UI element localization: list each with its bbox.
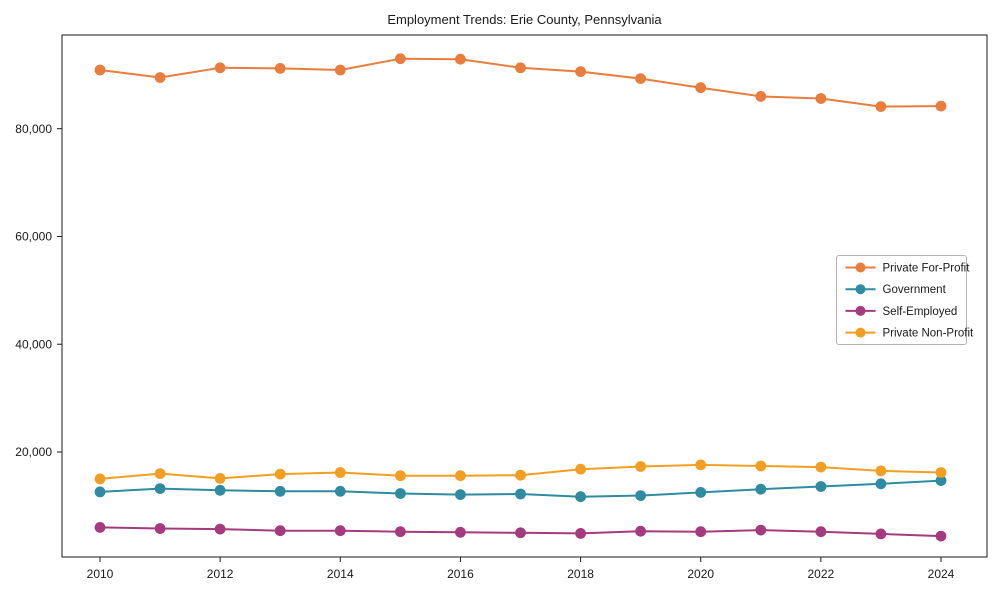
data-point-private-non-profit: [515, 469, 526, 481]
plot-frame: [61, 34, 988, 558]
data-point-private-non-profit: [695, 459, 707, 471]
data-point-private-for-profit: [575, 66, 586, 77]
data-point-self-employed: [815, 526, 827, 538]
series-government: [94, 475, 947, 503]
legend-box: [836, 255, 967, 345]
data-point-private-for-profit: [455, 53, 466, 65]
x-tick-label: 2012: [207, 567, 234, 581]
data-point-private-for-profit: [875, 101, 887, 112]
data-point-private-for-profit: [515, 62, 526, 74]
y-axis: 20,000 40,000 60,000 80,000: [15, 122, 62, 459]
y-tick-label: 20,000: [15, 445, 52, 459]
data-point-government: [935, 475, 947, 486]
data-point-self-employed: [455, 526, 466, 538]
legend-label: Self-Employed: [883, 306, 958, 318]
legend-label: Government: [883, 284, 947, 296]
x-tick-label: 2014: [327, 567, 354, 581]
data-point-self-employed: [635, 525, 646, 537]
data-point-private-non-profit: [755, 460, 767, 472]
data-point-private-for-profit: [154, 72, 166, 83]
data-point-private-non-profit: [635, 461, 646, 472]
data-point-self-employed: [875, 528, 887, 540]
data-point-private-non-profit: [274, 468, 286, 480]
data-point-private-for-profit: [395, 53, 406, 65]
data-point-self-employed: [154, 523, 166, 534]
data-point-self-employed: [334, 525, 346, 537]
data-point-government: [875, 478, 887, 490]
x-tick-label: 2016: [447, 567, 474, 581]
legend-label: Private Non-Profit: [883, 328, 975, 340]
x-tick-label: 2010: [87, 567, 114, 581]
data-point-government: [154, 483, 166, 494]
data-point-government: [575, 491, 586, 503]
series-self-employed: [94, 522, 947, 542]
data-point-government: [274, 485, 286, 497]
legend-item-private-for-profit: Private For-Profit: [845, 262, 971, 275]
legend-marker-dot: [855, 327, 866, 338]
data-point-private-non-profit: [94, 473, 106, 485]
data-point-self-employed: [214, 523, 226, 535]
data-point-government: [94, 486, 106, 498]
data-point-private-non-profit: [815, 461, 827, 473]
data-point-private-non-profit: [875, 465, 887, 477]
data-point-private-for-profit: [755, 91, 767, 102]
data-point-self-employed: [695, 526, 707, 538]
data-point-private-for-profit: [935, 100, 947, 112]
data-point-private-non-profit: [214, 473, 226, 484]
data-point-private-for-profit: [334, 64, 346, 76]
data-point-private-for-profit: [635, 73, 646, 84]
x-tick-label: 2018: [567, 567, 594, 581]
data-point-government: [515, 488, 526, 500]
y-tick-label: 60,000: [15, 230, 52, 244]
legend-item-self-employed: Self-Employed: [845, 305, 958, 318]
data-point-private-non-profit: [935, 467, 947, 478]
legend-marker-dot: [855, 305, 866, 316]
data-point-private-for-profit: [214, 62, 226, 74]
data-point-self-employed: [755, 524, 767, 536]
data-point-self-employed: [935, 530, 947, 542]
x-tick-label: 2022: [808, 567, 835, 581]
y-tick-label: 40,000: [15, 337, 52, 351]
legend-marker-dot: [855, 284, 866, 295]
legend-marker-dot: [855, 262, 866, 273]
data-point-government: [455, 489, 466, 500]
data-point-government: [695, 487, 707, 498]
data-point-private-non-profit: [395, 470, 406, 482]
data-point-self-employed: [395, 526, 406, 538]
data-point-government: [395, 488, 406, 499]
legend-item-private-non-profit: Private Non-Profit: [845, 327, 975, 340]
data-point-private-non-profit: [455, 470, 466, 482]
data-point-private-non-profit: [575, 463, 586, 475]
x-tick-label: 2024: [928, 567, 955, 581]
legend-item-government: Government: [845, 284, 947, 296]
data-point-self-employed: [274, 525, 286, 537]
chart-title: Employment Trends: Erie County, Pennsylv…: [387, 12, 662, 27]
data-point-self-employed: [94, 522, 106, 533]
data-point-private-non-profit: [334, 467, 346, 478]
data-point-government: [635, 490, 646, 501]
data-point-government: [755, 483, 767, 495]
x-axis: 2010 2012 2014 2016 2018 2020 2022 2024: [87, 557, 955, 581]
data-point-government: [334, 485, 346, 497]
y-tick-label: 80,000: [15, 122, 52, 136]
data-point-self-employed: [575, 528, 586, 539]
data-point-government: [815, 481, 827, 492]
data-point-private-non-profit: [154, 468, 166, 479]
data-point-private-for-profit: [695, 82, 707, 94]
legend-label: Private For-Profit: [883, 263, 971, 275]
data-point-private-for-profit: [815, 93, 827, 104]
data-point-private-for-profit: [274, 63, 286, 74]
data-point-government: [214, 484, 226, 496]
data-point-self-employed: [515, 527, 526, 539]
x-tick-label: 2020: [687, 567, 714, 581]
series-private-non-profit: [94, 459, 947, 485]
data-point-private-for-profit: [94, 64, 106, 76]
series-private-for-profit: [94, 53, 947, 112]
legend: Private For-Profit Government Self-Employe…: [836, 255, 975, 345]
